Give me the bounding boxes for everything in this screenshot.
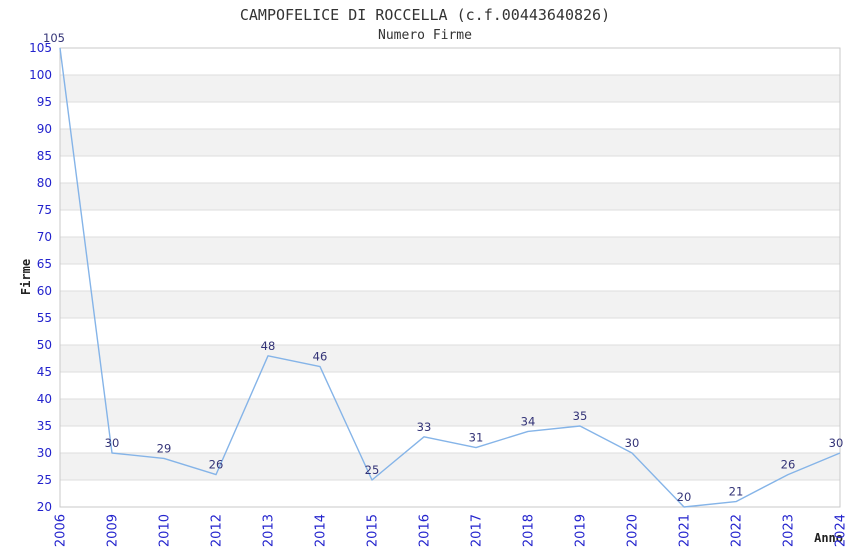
chart-subtitle: Numero Firme bbox=[378, 28, 472, 43]
y-tick-label: 20 bbox=[37, 500, 52, 514]
x-tick-label: 2017 bbox=[470, 514, 485, 547]
data-label: 30 bbox=[625, 436, 640, 450]
y-tick-label: 100 bbox=[29, 68, 52, 82]
x-tick-label: 2009 bbox=[106, 514, 121, 547]
data-label: 20 bbox=[677, 490, 692, 504]
x-tick-label: 2006 bbox=[54, 514, 69, 547]
data-label: 35 bbox=[573, 409, 588, 423]
x-tick-label: 2019 bbox=[574, 514, 589, 547]
y-tick-label: 95 bbox=[37, 95, 52, 109]
x-tick-label: 2010 bbox=[158, 514, 173, 547]
y-tick-label: 90 bbox=[37, 122, 52, 136]
plot-band bbox=[60, 345, 840, 372]
y-tick-label: 60 bbox=[37, 284, 52, 298]
y-tick-label: 40 bbox=[37, 392, 52, 406]
y-tick-label: 45 bbox=[37, 365, 52, 379]
y-tick-label: 105 bbox=[29, 41, 52, 55]
x-tick-label: 2022 bbox=[730, 514, 745, 547]
x-tick-label: 2024 bbox=[834, 514, 849, 547]
x-tick-label: 2018 bbox=[522, 514, 537, 547]
data-label: 26 bbox=[781, 458, 796, 472]
data-label: 30 bbox=[829, 436, 844, 450]
x-tick-label: 2016 bbox=[418, 514, 433, 547]
plot-band bbox=[60, 237, 840, 264]
plot-band bbox=[60, 399, 840, 426]
chart-title: CAMPOFELICE DI ROCCELLA (c.f.00443640826… bbox=[239, 6, 611, 24]
x-tick-label: 2020 bbox=[626, 514, 641, 547]
x-tick-label: 2021 bbox=[678, 514, 693, 547]
plot-band bbox=[60, 183, 840, 210]
y-tick-label: 85 bbox=[37, 149, 52, 163]
plot-border bbox=[59, 47, 841, 508]
data-label: 48 bbox=[261, 339, 276, 353]
data-label: 26 bbox=[209, 458, 224, 472]
data-label: 21 bbox=[729, 485, 744, 499]
data-label: 46 bbox=[313, 350, 328, 364]
y-tick-label: 65 bbox=[37, 257, 52, 271]
x-tick-label: 2014 bbox=[314, 514, 329, 547]
y-tick-label: 55 bbox=[37, 311, 52, 325]
data-label: 105 bbox=[43, 31, 65, 45]
data-label: 29 bbox=[157, 441, 172, 455]
y-tick-label: 25 bbox=[37, 473, 52, 487]
x-tick-label: 2015 bbox=[366, 514, 381, 547]
y-tick-label: 50 bbox=[37, 338, 52, 352]
x-tick-label: 2012 bbox=[210, 514, 225, 547]
plot-band bbox=[60, 291, 840, 318]
data-label: 30 bbox=[105, 436, 120, 450]
plot-band bbox=[60, 75, 840, 102]
x-tick-label: 2013 bbox=[262, 514, 277, 547]
data-label: 25 bbox=[365, 463, 380, 477]
y-tick-label: 75 bbox=[37, 203, 52, 217]
data-line bbox=[59, 47, 841, 508]
data-label: 34 bbox=[521, 414, 536, 428]
plot-band bbox=[60, 129, 840, 156]
plot-band bbox=[60, 453, 840, 480]
data-label: 31 bbox=[469, 431, 484, 445]
x-tick-label: 2023 bbox=[782, 514, 797, 547]
y-tick-label: 70 bbox=[37, 230, 52, 244]
y-tick-label: 80 bbox=[37, 176, 52, 190]
y-tick-label: 30 bbox=[37, 446, 52, 460]
data-label: 33 bbox=[417, 420, 432, 434]
y-tick-label: 35 bbox=[37, 419, 52, 433]
x-axis-title: Anno bbox=[814, 531, 843, 545]
